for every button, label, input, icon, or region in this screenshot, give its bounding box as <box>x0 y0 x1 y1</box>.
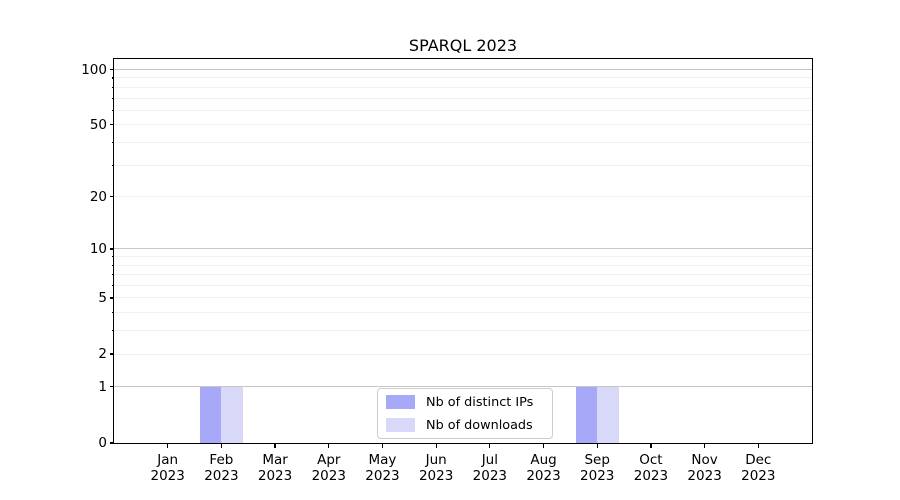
bar-downloads <box>221 386 243 443</box>
gridline-minor <box>114 274 812 276</box>
y-minor-tick-mark <box>111 109 114 111</box>
x-tick-label: Nov 2023 <box>687 452 722 484</box>
y-tick-label: 100 <box>81 61 107 78</box>
chart-title: SPARQL 2023 <box>408 36 518 55</box>
y-tick-mark <box>109 353 114 355</box>
y-minor-tick-mark <box>111 256 114 258</box>
x-tick-mark <box>274 443 276 448</box>
y-tick-label: 1 <box>98 378 107 395</box>
gridline-minor <box>114 256 812 258</box>
legend-label-distinct-ips: Nb of distinct IPs <box>426 394 534 410</box>
x-tick-label: Mar 2023 <box>257 452 293 484</box>
x-tick-label: Feb 2023 <box>204 452 239 484</box>
y-tick-mark <box>109 68 114 71</box>
x-tick-mark <box>704 443 706 448</box>
y-minor-tick-mark <box>111 86 114 89</box>
gridline-minor <box>114 97 812 99</box>
y-minor-tick-mark <box>111 97 114 99</box>
y-minor-tick-mark <box>111 274 114 276</box>
x-tick-mark <box>757 443 759 448</box>
y-minor-tick-mark <box>111 141 114 144</box>
gridline-major <box>114 386 812 388</box>
gridline-minor <box>114 330 812 332</box>
gridline-minor <box>114 312 812 314</box>
y-minor-tick-mark <box>111 312 114 314</box>
x-tick-label: May 2023 <box>365 452 400 484</box>
legend: Nb of distinct IPs Nb of downloads <box>377 388 553 439</box>
y-minor-tick-mark <box>111 264 114 266</box>
x-tick-label: Jul 2023 <box>472 452 508 484</box>
y-minor-tick-mark <box>111 330 114 332</box>
y-tick-mark <box>109 196 114 198</box>
bar-distinct-ips <box>199 386 222 443</box>
x-tick-label: Aug 2023 <box>526 452 561 484</box>
y-tick-mark <box>109 124 114 126</box>
gridline-minor <box>114 297 812 299</box>
x-tick-mark <box>542 443 545 448</box>
y-tick-label: 50 <box>89 116 107 133</box>
gridline-minor <box>114 285 812 287</box>
x-tick-mark <box>435 443 437 448</box>
gridline-minor <box>114 141 812 143</box>
x-tick-mark <box>220 443 222 448</box>
gridline-major <box>114 69 812 70</box>
x-tick-mark <box>596 443 598 448</box>
x-tick-label: Dec 2023 <box>741 452 776 484</box>
y-minor-tick-mark <box>111 77 114 79</box>
y-tick-label: 2 <box>98 346 107 363</box>
gridline-major <box>114 248 812 250</box>
x-tick-label: Apr 2023 <box>311 452 346 484</box>
x-tick-mark <box>489 443 491 448</box>
y-tick-label: 5 <box>98 289 107 306</box>
legend-item-distinct-ips: Nb of distinct IPs <box>386 395 544 410</box>
y-tick-mark <box>109 386 114 388</box>
legend-swatch-downloads-icon <box>386 418 415 432</box>
x-tick-label: Sep 2023 <box>580 452 615 484</box>
legend-item-downloads: Nb of downloads <box>386 418 544 433</box>
y-tick-label: 20 <box>89 188 107 205</box>
legend-label-downloads: Nb of downloads <box>426 417 533 433</box>
bar-downloads <box>597 386 619 443</box>
y-tick-label: 0 <box>98 435 107 451</box>
gridline-minor <box>114 124 812 126</box>
x-tick-mark <box>381 443 384 448</box>
x-tick-mark <box>167 443 169 448</box>
gridline-minor <box>114 77 812 79</box>
x-tick-mark <box>328 443 330 448</box>
y-tick-mark <box>109 248 114 250</box>
x-tick-label: Jun 2023 <box>418 452 454 484</box>
gridline-minor <box>114 164 812 166</box>
x-tick-mark <box>650 443 652 448</box>
y-tick-label: 10 <box>89 240 107 257</box>
x-tick-label: Oct 2023 <box>633 452 669 484</box>
gridline-minor <box>114 196 812 198</box>
gridline-minor <box>114 86 812 88</box>
gridline-minor <box>114 109 812 111</box>
x-tick-label: Jan 2023 <box>150 452 185 484</box>
legend-swatch-distinct-ips-icon <box>386 395 415 409</box>
y-tick-mark <box>109 297 114 299</box>
gridline-minor <box>114 353 812 355</box>
bar-distinct-ips <box>575 386 598 443</box>
y-minor-tick-mark <box>111 285 114 287</box>
gridline-minor <box>114 264 812 266</box>
y-minor-tick-mark <box>111 164 114 166</box>
y-tick-mark <box>109 442 114 444</box>
